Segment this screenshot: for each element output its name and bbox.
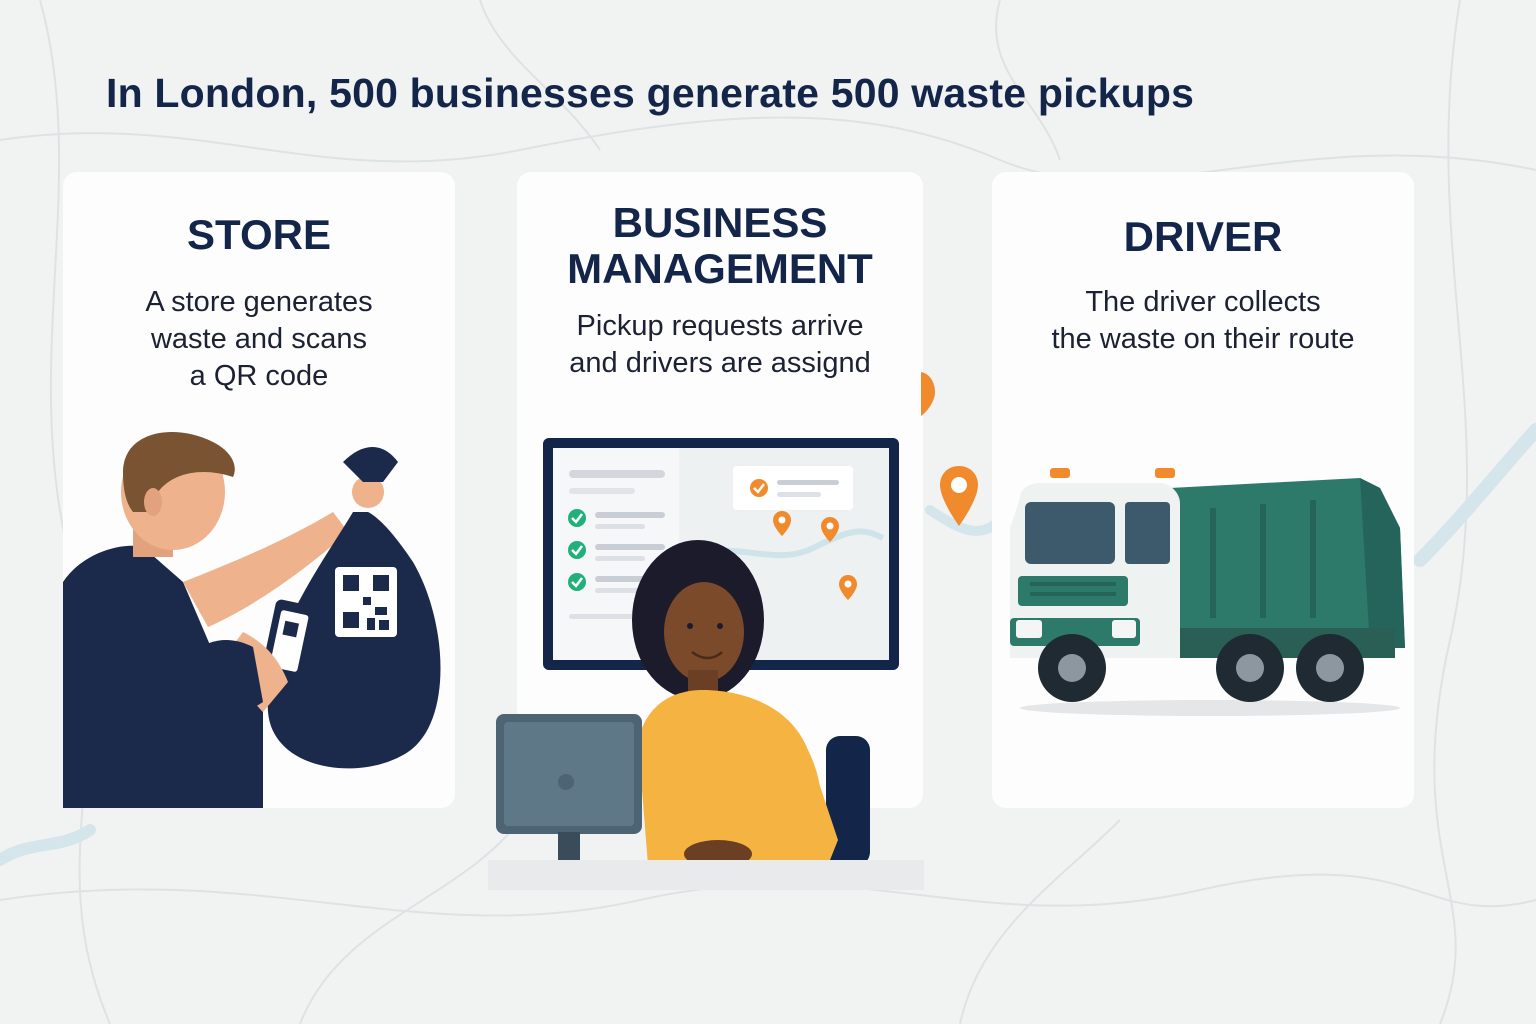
store-card: STORE A store generates waste and scans … (63, 172, 455, 808)
check-icon (568, 541, 586, 559)
management-description: Pickup requests arrive and drivers are a… (569, 310, 871, 379)
store-title: STORE (187, 211, 331, 258)
map-pin-icon (821, 517, 839, 542)
map-pin-icon (940, 466, 978, 526)
qr-code-icon (335, 567, 397, 637)
check-icon (750, 479, 768, 497)
management-title: BUSINESS MANAGEMENT (567, 199, 873, 292)
map-pin-icon (839, 575, 857, 600)
office-worker-illustration (488, 540, 924, 890)
map-pin-icon (921, 372, 935, 416)
store-worker-illustration (63, 432, 441, 808)
driver-title: DRIVER (1123, 213, 1283, 260)
garbage-truck-icon (1010, 468, 1405, 716)
store-description: A store generates waste and scans a QR c… (145, 286, 373, 392)
check-icon (568, 573, 586, 591)
driver-card: DRIVER The driver collects the waste on … (992, 172, 1414, 808)
map-pin-icon (773, 511, 791, 536)
headline: In London, 500 businesses generate 500 w… (106, 70, 1195, 116)
check-icon (568, 509, 586, 527)
driver-description: The driver collects the waste on their r… (1051, 286, 1355, 355)
